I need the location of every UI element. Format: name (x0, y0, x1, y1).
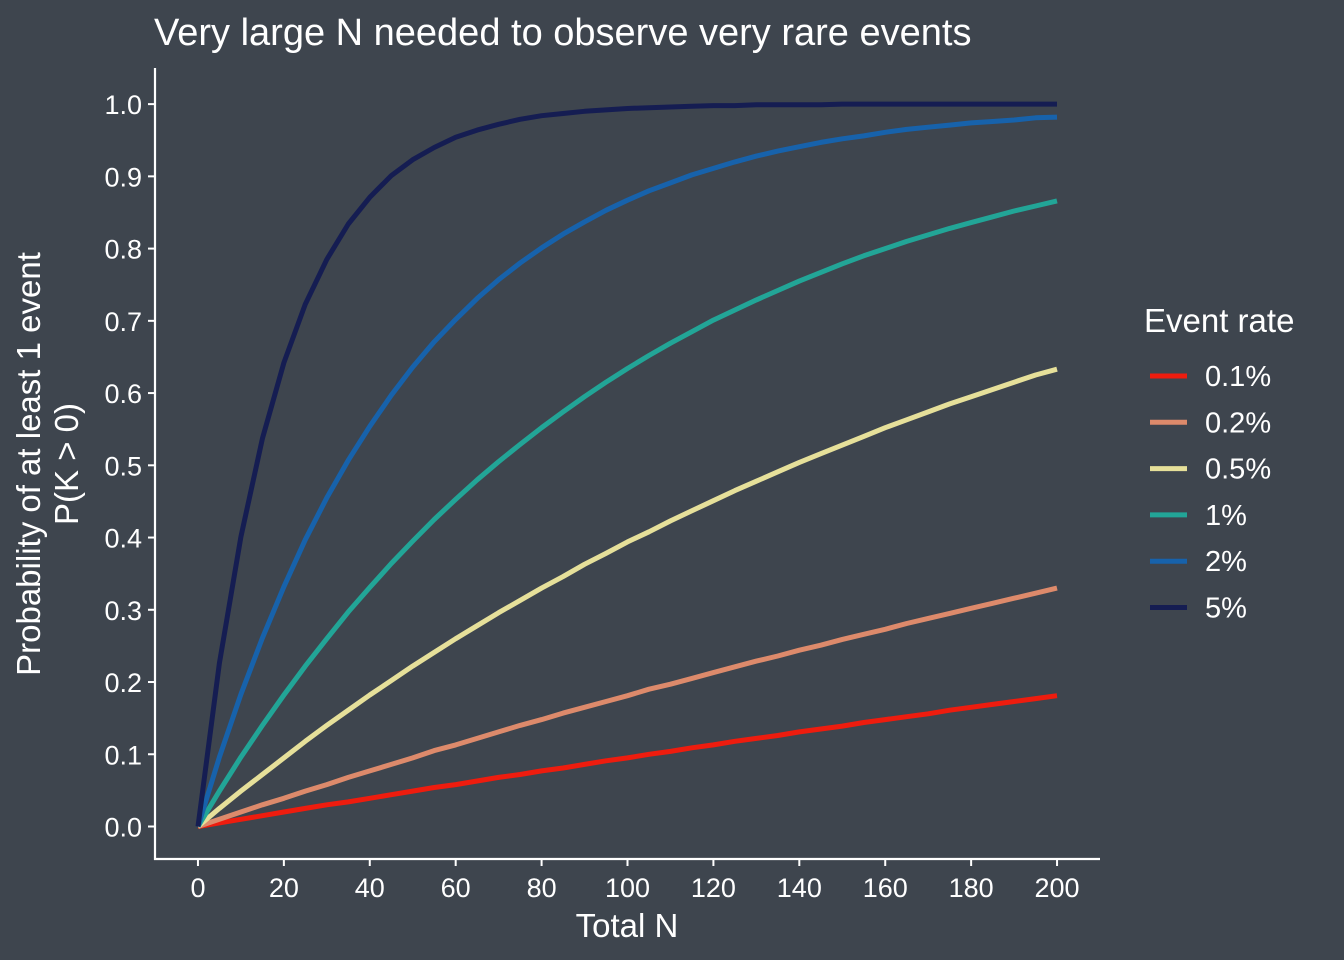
series-line-0-5- (196, 366, 1058, 829)
series-line-5- (195, 101, 1057, 827)
legend-label: 0.2% (1205, 407, 1271, 439)
legend-item: 0.1% (1150, 361, 1271, 393)
legend-label: 5% (1205, 593, 1247, 625)
x-tick-label: 180 (949, 873, 994, 903)
legend-label: 2% (1205, 546, 1247, 578)
y-tick-label: 0.2 (104, 668, 142, 698)
series-line-0-2- (197, 585, 1058, 829)
y-tick-label: 0.7 (104, 307, 142, 337)
y-tick-label: 1.0 (104, 90, 142, 120)
x-tick-label: 0 (190, 873, 205, 903)
y-tick-label: 0.8 (104, 235, 142, 265)
legend-item: 0.2% (1150, 407, 1271, 439)
legend: Event rate 0.1% 0.2% 0.5% 1% 2% 5% (1144, 302, 1294, 625)
x-tick-label: 20 (269, 873, 299, 903)
legend-items: 0.1% 0.2% 0.5% 1% 2% 5% (1150, 361, 1271, 625)
legend-item: 5% (1150, 593, 1247, 625)
y-axis-title: Probability of at least 1 event P(K > 0) (10, 252, 85, 676)
chart-title: Very large N needed to observe very rare… (154, 12, 971, 54)
x-tick-label: 140 (777, 873, 822, 903)
y-ticks: 0.0 0.1 0.2 0.3 0.4 0.5 0.6 0.7 0.8 0.9 1.0 (104, 90, 155, 842)
x-tick-label: 40 (355, 873, 385, 903)
y-tick-label: 0.4 (104, 524, 142, 554)
y-axis-title-line-1: Probability of at least 1 event (10, 252, 47, 676)
series-line-0-1- (197, 693, 1058, 829)
x-axis: 0 20 40 60 80 100 120 140 160 180 200 (154, 857, 1100, 903)
series-line-1- (195, 198, 1058, 828)
x-tick-label: 100 (605, 873, 650, 903)
x-ticks: 0 20 40 60 80 100 120 140 160 180 200 (190, 859, 1080, 903)
x-tick-label: 80 (527, 873, 557, 903)
legend-item: 2% (1150, 546, 1247, 578)
y-tick-label: 0.1 (104, 740, 142, 770)
legend-title: Event rate (1144, 302, 1294, 339)
x-tick-label: 60 (441, 873, 471, 903)
x-axis-title: Total N (576, 907, 679, 944)
y-axis: 0.0 0.1 0.2 0.3 0.4 0.5 0.6 0.7 0.8 0.9 1.0 (104, 68, 157, 860)
x-tick-label: 200 (1035, 873, 1080, 903)
y-tick-label: 0.6 (104, 379, 142, 409)
y-tick-label: 0.9 (104, 162, 142, 192)
x-tick-label: 160 (863, 873, 908, 903)
series-lines (195, 101, 1058, 829)
x-tick-label: 120 (691, 873, 736, 903)
y-tick-label: 0.5 (104, 451, 142, 481)
legend-item: 0.5% (1150, 454, 1271, 486)
legend-label: 0.5% (1205, 454, 1271, 486)
y-tick-label: 0.3 (104, 596, 142, 626)
y-tick-label: 0.0 (104, 812, 142, 842)
legend-item: 1% (1150, 500, 1247, 532)
legend-label: 1% (1205, 500, 1247, 532)
y-axis-title-line-2: P(K > 0) (48, 403, 85, 525)
legend-label: 0.1% (1205, 361, 1271, 393)
series-line-2- (195, 114, 1058, 828)
